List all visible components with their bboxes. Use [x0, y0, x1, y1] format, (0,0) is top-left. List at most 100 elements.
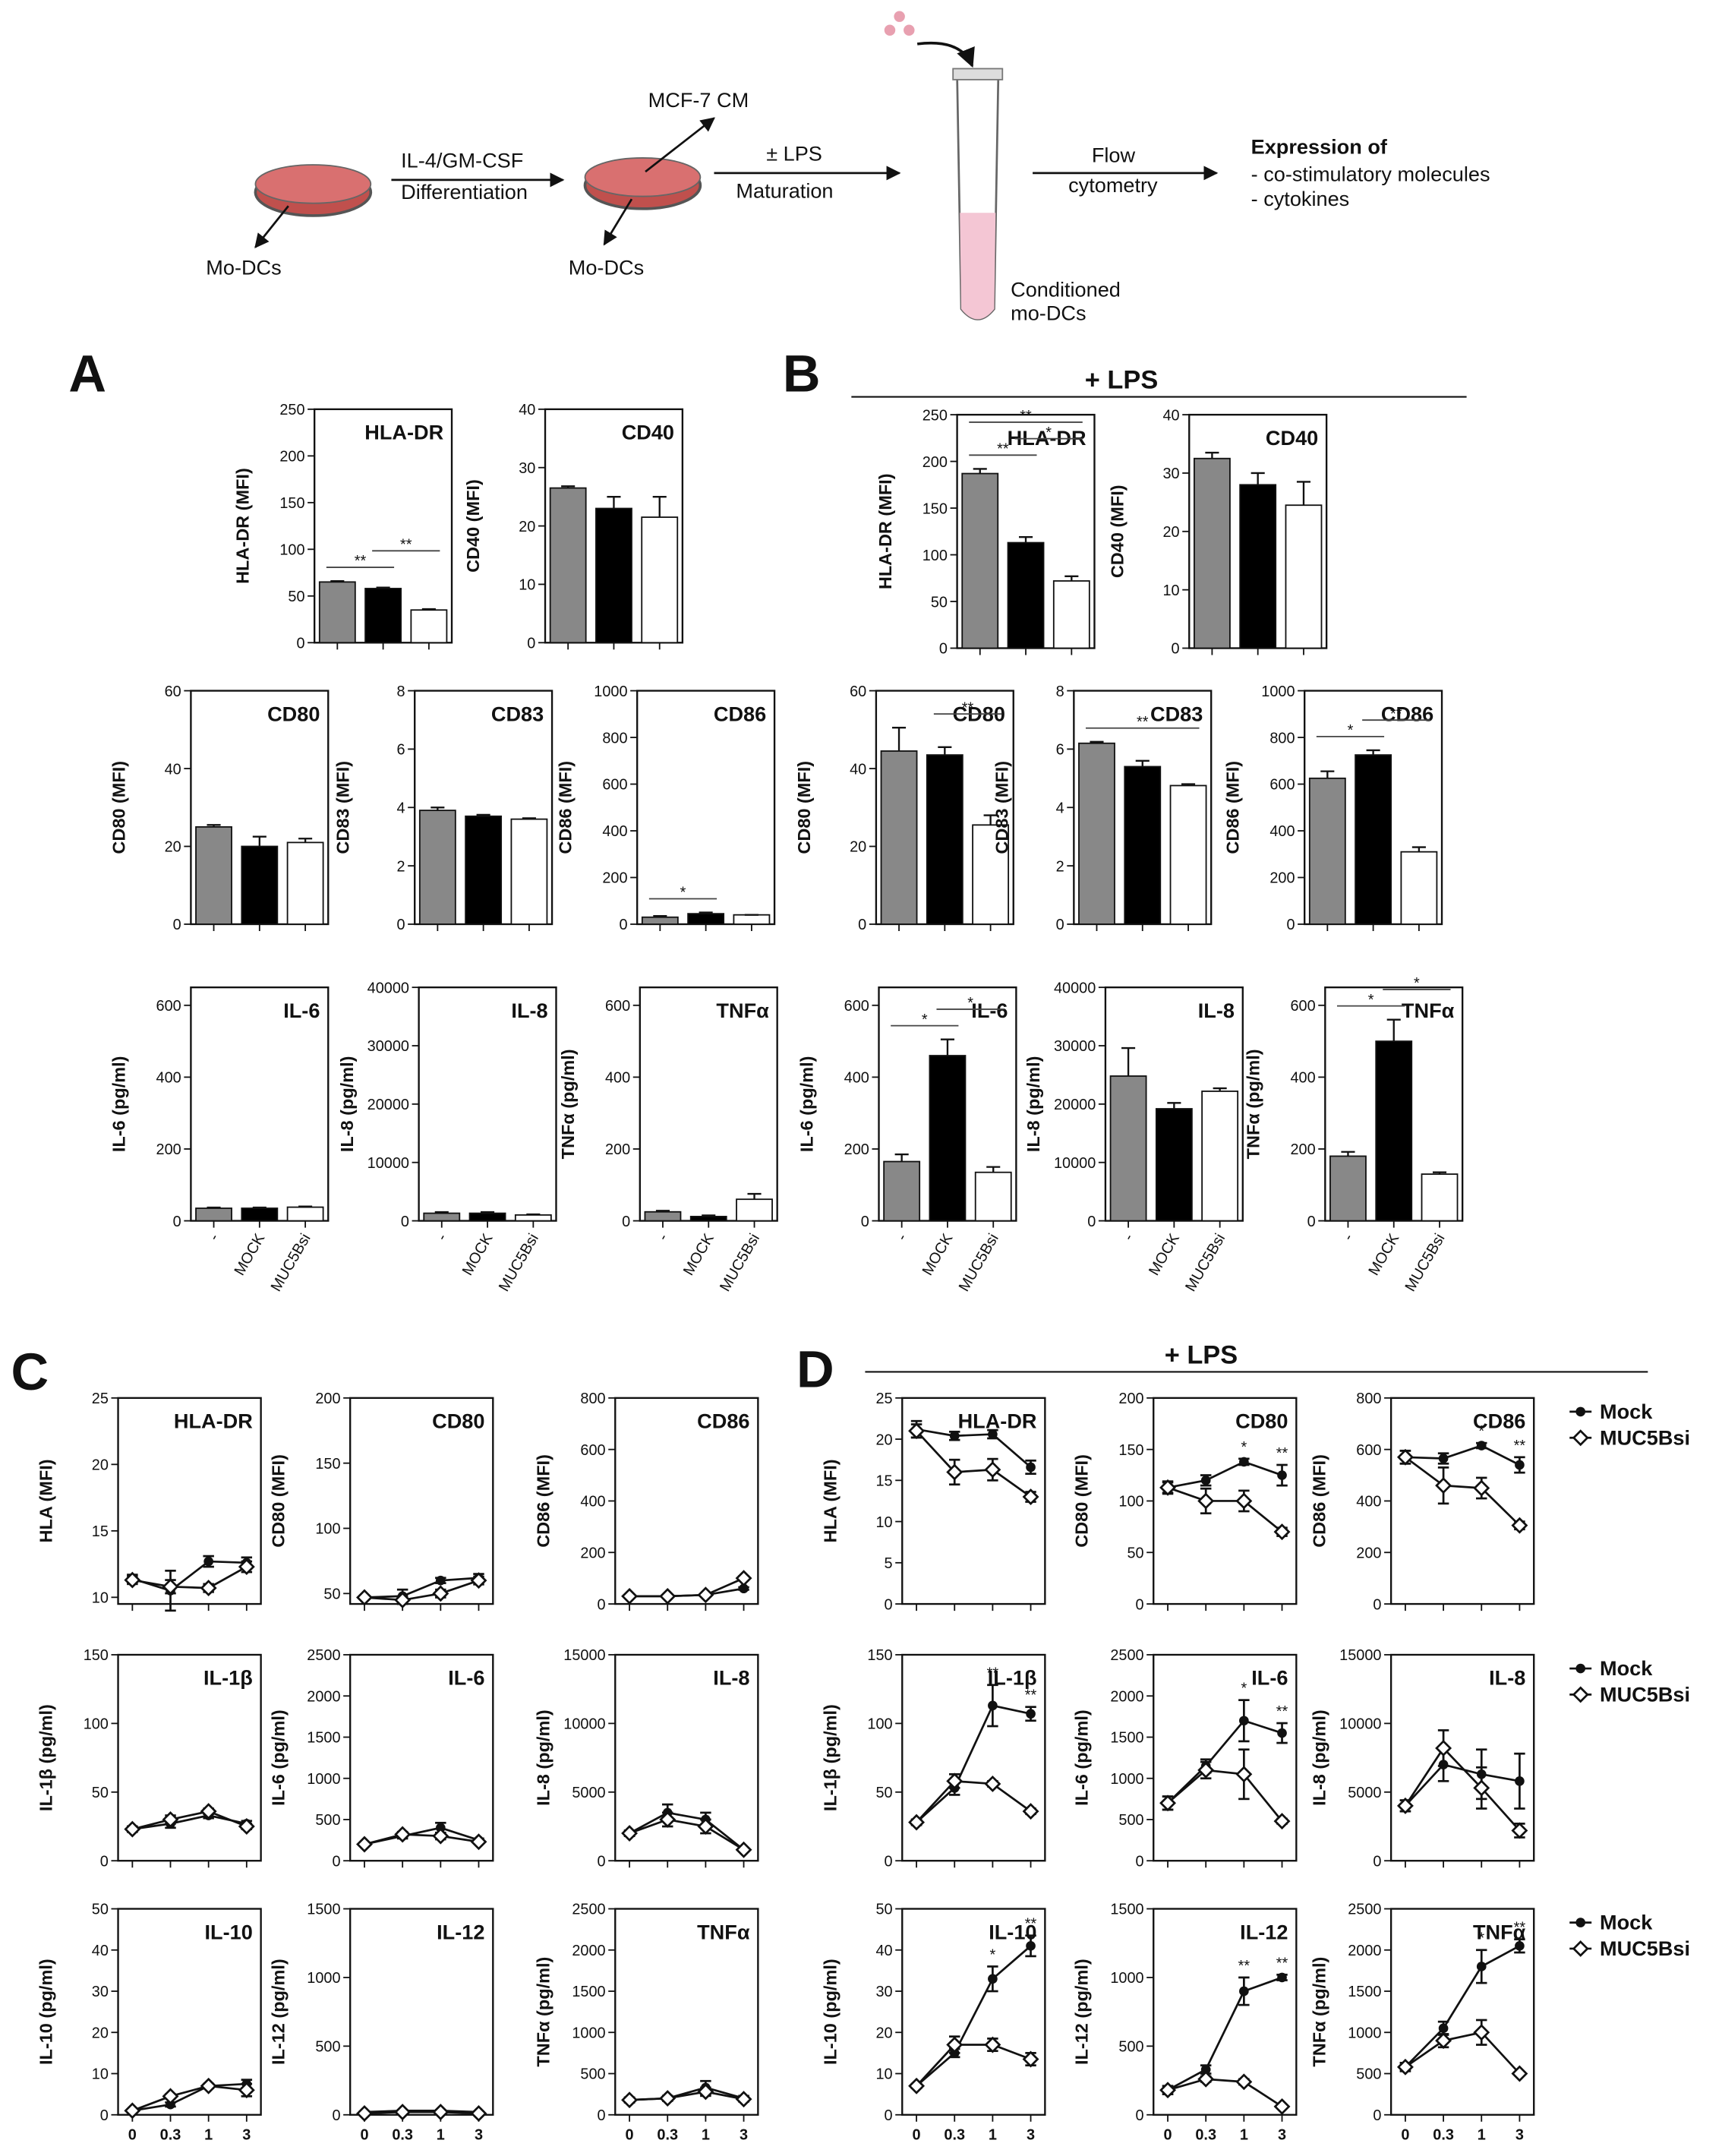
point: [946, 1772, 964, 1790]
significance-label: **: [1514, 1920, 1526, 1937]
plot-frame: [117, 1397, 262, 1605]
significance-label: *: [1478, 1930, 1484, 1947]
x-tick-label: MOCK: [459, 1230, 497, 1278]
significance-label: *: [922, 1012, 928, 1028]
x-tick-label: 3: [475, 2126, 483, 2143]
y-tick-label: 20: [519, 519, 535, 535]
point: [1511, 1517, 1528, 1534]
x-tick-label: 1: [1478, 2126, 1486, 2143]
y-tick-label: 0: [332, 2107, 340, 2124]
label: Conditioned: [1011, 278, 1121, 301]
y-axis-label: CD83 (MFI): [333, 761, 352, 854]
y-tick-label: 6: [1056, 742, 1064, 759]
y-tick-label: 20000: [367, 1097, 409, 1113]
point: [238, 1558, 255, 1576]
point: [1435, 1739, 1452, 1757]
y-axis-label: CD86 (MFI): [1309, 1454, 1329, 1548]
plot-frame: [349, 1653, 494, 1862]
chart-title: IL-6: [971, 999, 1008, 1022]
y-tick-label: 200: [1269, 870, 1295, 887]
y-tick-label: 20: [165, 839, 181, 856]
label: - co-stimulatory molecules: [1251, 163, 1490, 186]
y-tick-label: 30: [1162, 466, 1179, 482]
y-tick-label: 0: [401, 1214, 409, 1230]
point: [1159, 1795, 1177, 1812]
y-tick-label: 400: [605, 1070, 630, 1087]
chart-title: CD86: [1473, 1409, 1525, 1433]
y-tick-label: 5000: [1348, 1785, 1381, 1801]
bar: [1308, 777, 1346, 925]
plot-frame: [117, 1908, 262, 2116]
point: [124, 1820, 141, 1838]
drop: [904, 24, 915, 36]
y-tick-label: 25: [92, 1391, 109, 1407]
chart-title: CD83: [1150, 702, 1203, 725]
significance-label: *: [1368, 992, 1374, 1009]
y-tick-label: 5: [885, 1555, 893, 1572]
legend-marker: [1572, 1429, 1589, 1447]
y-axis-label: CD40 (MFI): [463, 479, 483, 573]
bar: [880, 750, 918, 925]
arrow: [254, 205, 289, 248]
x-tick-label: 1: [204, 2126, 213, 2143]
bar: [195, 825, 232, 925]
chart-title: CD86: [714, 702, 766, 725]
y-tick-label: 20000: [1054, 1097, 1096, 1113]
y-axis-label: CD80 (MFI): [1071, 1454, 1091, 1548]
significance-label: *: [680, 885, 686, 901]
point: [124, 2102, 141, 2120]
significance-label: **: [1514, 1438, 1526, 1454]
chart-title: IL-8: [1198, 999, 1235, 1022]
point: [1277, 1728, 1287, 1738]
y-tick-label: 800: [1269, 730, 1295, 747]
y-tick-label: 1000: [1348, 2025, 1381, 2041]
x-tick-label: 0: [913, 2126, 921, 2143]
point: [1239, 1457, 1249, 1467]
point: [1235, 1766, 1253, 1783]
bar: [687, 913, 725, 925]
y-tick-label: 10: [92, 1590, 109, 1607]
y-tick-label: 20: [875, 2025, 892, 2041]
point: [1476, 1441, 1487, 1450]
y-tick-label: 200: [922, 454, 948, 471]
plot-frame: [901, 1397, 1046, 1605]
x-tick-label: MUC5Bsi: [496, 1231, 542, 1295]
y-tick-label: 500: [580, 2066, 605, 2083]
y-axis-label: IL-6 (pg/ml): [109, 1056, 129, 1153]
y-tick-label: 5000: [572, 1785, 605, 1801]
chart-title: IL-12: [1240, 1920, 1288, 1943]
bar: [1201, 1091, 1239, 1222]
significance-label: **: [987, 1665, 999, 1682]
y-tick-label: 50: [92, 1785, 109, 1801]
bar: [974, 1171, 1012, 1222]
x-tick-label: 0.3: [1195, 2126, 1216, 2143]
bar: [961, 472, 999, 649]
bar: [423, 1212, 461, 1222]
dish-top: [254, 164, 372, 204]
x-tick-label: -: [1120, 1231, 1137, 1244]
y-axis-label: IL-12 (pg/ml): [1071, 1959, 1091, 2065]
x-tick-label: -: [206, 1231, 222, 1244]
x-tick-label: -: [894, 1231, 910, 1244]
y-tick-label: 1000: [307, 1771, 340, 1788]
y-tick-label: 50: [92, 1902, 109, 1918]
y-tick-label: 60: [165, 683, 181, 700]
y-tick-label: 600: [844, 998, 869, 1015]
y-tick-label: 0: [100, 2107, 109, 2124]
bar: [1400, 851, 1438, 925]
point: [238, 1818, 255, 1835]
significance-label: *: [1478, 1423, 1484, 1440]
y-tick-label: 0: [396, 917, 405, 933]
panel-label: C: [11, 1343, 49, 1401]
y-tick-label: 200: [605, 1141, 630, 1158]
y-tick-label: 100: [1118, 1494, 1143, 1510]
y-tick-label: 0: [861, 1214, 869, 1230]
bar: [286, 1206, 324, 1222]
tube-cap: [952, 68, 1004, 80]
plot-frame: [190, 986, 330, 1222]
y-tick-label: 10: [92, 2066, 109, 2083]
y-axis-label: IL-12 (pg/ml): [268, 1959, 288, 2065]
chart-title: CD80: [267, 702, 320, 725]
bar: [595, 507, 632, 644]
y-axis-label: IL-1β (pg/ml): [820, 1704, 840, 1811]
